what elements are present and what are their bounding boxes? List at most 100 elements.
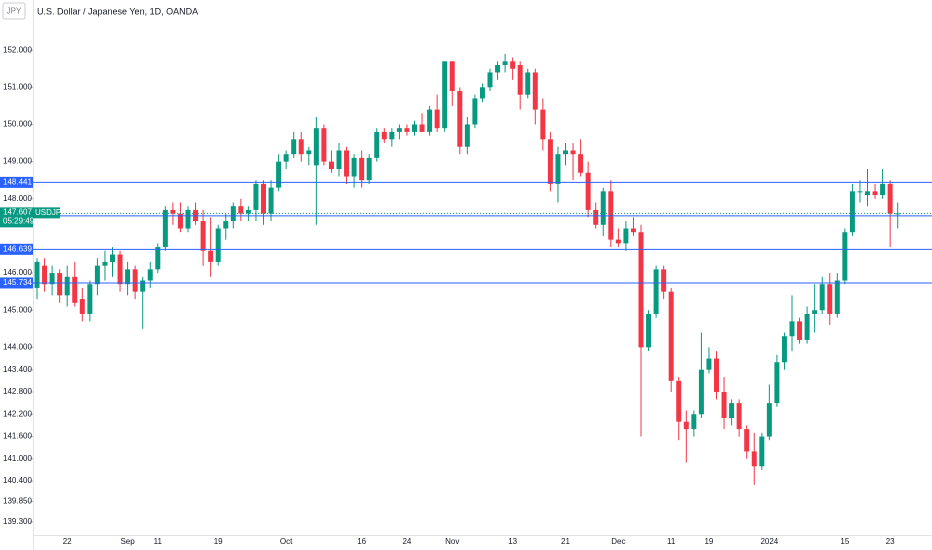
level-label: 148.441	[3, 177, 32, 186]
candle-body	[563, 150, 568, 155]
candle-body	[457, 91, 463, 147]
price-label: 147.607	[3, 207, 32, 216]
candle-body	[502, 61, 508, 66]
x-tick-label: 23	[886, 537, 895, 546]
candle-body	[132, 269, 138, 292]
candle-body	[638, 232, 644, 348]
candle-body	[238, 206, 244, 214]
y-tick-label: 151.000	[3, 82, 32, 91]
countdown: 05:29:49	[3, 216, 35, 225]
x-tick-label: 16	[357, 537, 366, 546]
candle-body	[389, 131, 395, 140]
candle-body	[593, 209, 599, 225]
candle-body	[268, 187, 274, 214]
candle-body	[479, 87, 485, 99]
candle-body	[147, 269, 153, 281]
level-label: 145.734	[3, 278, 32, 287]
x-tick-label: 11	[667, 537, 676, 546]
candle-body	[230, 206, 236, 222]
y-tick-label: 150.000	[3, 120, 32, 129]
candle-body	[872, 191, 878, 196]
y-tick-label: 139.300	[3, 517, 32, 526]
y-tick-label: 139.850	[3, 497, 32, 506]
candle-body	[42, 265, 48, 285]
y-tick-label: 141.000	[3, 454, 32, 463]
level-label-box	[0, 277, 33, 289]
candle-body	[623, 228, 629, 244]
candle-body	[64, 276, 70, 296]
candle-body	[245, 209, 251, 214]
candle-body	[215, 228, 221, 262]
candle-body	[781, 336, 787, 363]
x-tick-label: 2024	[760, 537, 778, 546]
candle-body	[721, 391, 727, 418]
candle-body	[668, 291, 674, 381]
x-tick-label: 15	[840, 537, 849, 546]
candle-body	[313, 128, 319, 166]
candle-body	[751, 451, 757, 467]
candle-body	[125, 269, 131, 285]
candle-body	[495, 65, 501, 73]
symbol-box[interactable]	[2, 2, 26, 20]
candle-body	[532, 72, 538, 110]
candle-body	[510, 61, 516, 69]
candle-body	[487, 72, 493, 88]
candle-body	[578, 154, 584, 173]
candle-body	[865, 191, 870, 196]
candle-body	[208, 250, 214, 262]
x-tick-label: 21	[561, 537, 570, 546]
candle-body	[117, 254, 123, 285]
candle-body	[600, 191, 606, 225]
symbol-tag: USDJPY	[35, 208, 67, 217]
candle-body	[804, 313, 810, 340]
candle-body	[630, 228, 636, 233]
x-tick-label: 19	[704, 537, 713, 546]
candle-body	[140, 280, 146, 292]
candle-body	[849, 191, 855, 233]
candle-body	[887, 183, 893, 214]
candle-body	[185, 209, 191, 229]
symbol-tag-box	[33, 207, 60, 219]
candle-body	[87, 284, 93, 314]
candle-body	[744, 429, 750, 452]
level-label-box	[0, 243, 33, 255]
candle-body	[555, 154, 561, 184]
candle-body	[472, 98, 478, 125]
candle-body	[276, 161, 282, 188]
y-tick-label: 143.400	[3, 365, 32, 374]
y-tick-label: 142.200	[3, 409, 32, 418]
y-tick-label: 142.800	[3, 387, 32, 396]
candle-body	[464, 124, 470, 147]
plot	[33, 53, 932, 485]
candle-body	[797, 321, 803, 340]
candle-body	[812, 310, 818, 314]
level-label-box	[0, 176, 33, 188]
candle-body	[646, 313, 652, 348]
candle-body	[79, 299, 85, 314]
y-tick-label: 152.000	[3, 45, 32, 54]
candle-body	[585, 172, 591, 210]
candle-body	[766, 403, 772, 437]
candle-body	[344, 150, 350, 177]
candle-body	[253, 183, 259, 210]
x-tick-label: 19	[214, 537, 223, 546]
candle-body	[427, 109, 433, 132]
candle-body	[34, 261, 40, 288]
candle-body	[827, 284, 833, 314]
candle-body	[291, 139, 297, 155]
candle-body	[366, 157, 372, 181]
candle-body	[857, 191, 863, 193]
x-tick-label: Dec	[611, 537, 625, 546]
price-label-box	[0, 207, 33, 228]
candle-body	[540, 109, 546, 140]
candle-body	[72, 276, 78, 303]
candle-body	[525, 72, 531, 95]
candle-body	[110, 254, 115, 262]
candle-body	[336, 150, 342, 170]
level-label: 146.639	[3, 244, 32, 253]
candle-body	[57, 273, 63, 296]
candle-body	[517, 65, 523, 95]
y-tick-label: 141.600	[3, 432, 32, 441]
